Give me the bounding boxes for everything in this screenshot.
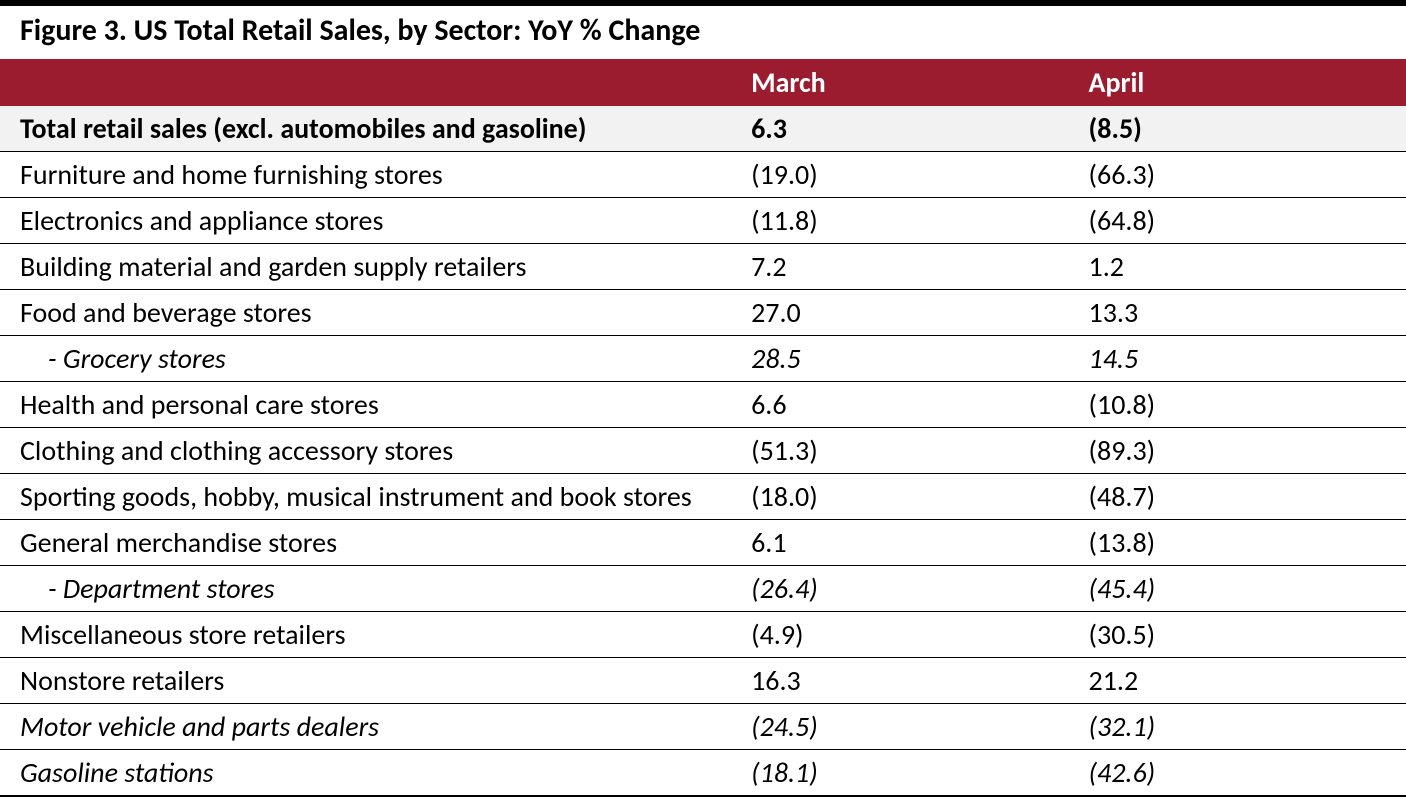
- value-march: 6.3: [731, 106, 1068, 152]
- table-row: Clothing and clothing accessory stores(5…: [0, 428, 1406, 474]
- value-april: (66.3): [1069, 152, 1406, 198]
- table-row: Electronics and appliance stores(11.8)(6…: [0, 198, 1406, 244]
- sector-label: Gasoline stations: [0, 750, 731, 797]
- table-row: - Grocery stores28.514.5: [0, 336, 1406, 382]
- sector-label: Health and personal care stores: [0, 382, 731, 428]
- sector-label: Sporting goods, hobby, musical instrumen…: [0, 474, 731, 520]
- value-april: 14.5: [1069, 336, 1406, 382]
- sector-label: Total retail sales (excl. automobiles an…: [0, 106, 731, 152]
- value-march: (26.4): [731, 566, 1068, 612]
- value-march: 6.6: [731, 382, 1068, 428]
- sector-label: Food and beverage stores: [0, 290, 731, 336]
- value-april: 1.2: [1069, 244, 1406, 290]
- value-april: (89.3): [1069, 428, 1406, 474]
- table-row: - Department stores(26.4)(45.4): [0, 566, 1406, 612]
- value-march: 27.0: [731, 290, 1068, 336]
- table-row: Miscellaneous store retailers(4.9)(30.5): [0, 612, 1406, 658]
- header-blank: [0, 59, 731, 106]
- table-header-row: March April: [0, 59, 1406, 106]
- table-row: Furniture and home furnishing stores(19.…: [0, 152, 1406, 198]
- sector-label: Electronics and appliance stores: [0, 198, 731, 244]
- table-row: Gasoline stations(18.1)(42.6): [0, 750, 1406, 797]
- table-row: Food and beverage stores27.013.3: [0, 290, 1406, 336]
- value-march: (19.0): [731, 152, 1068, 198]
- value-april: (32.1): [1069, 704, 1406, 750]
- value-april: (45.4): [1069, 566, 1406, 612]
- sector-label: General merchandise stores: [0, 520, 731, 566]
- value-april: (10.8): [1069, 382, 1406, 428]
- value-april: (8.5): [1069, 106, 1406, 152]
- sector-label: Building material and garden supply reta…: [0, 244, 731, 290]
- sector-label: - Grocery stores: [0, 336, 731, 382]
- value-march: 28.5: [731, 336, 1068, 382]
- value-april: (13.8): [1069, 520, 1406, 566]
- value-march: (18.0): [731, 474, 1068, 520]
- table-row: General merchandise stores6.1(13.8): [0, 520, 1406, 566]
- sector-label: Nonstore retailers: [0, 658, 731, 704]
- value-march: (11.8): [731, 198, 1068, 244]
- sector-label: Furniture and home furnishing stores: [0, 152, 731, 198]
- retail-sales-figure: Figure 3. US Total Retail Sales, by Sect…: [0, 0, 1406, 797]
- table-row: Motor vehicle and parts dealers(24.5)(32…: [0, 704, 1406, 750]
- value-march: (51.3): [731, 428, 1068, 474]
- sector-label: Miscellaneous store retailers: [0, 612, 731, 658]
- value-march: (18.1): [731, 750, 1068, 797]
- table-row: Sporting goods, hobby, musical instrumen…: [0, 474, 1406, 520]
- value-april: (64.8): [1069, 198, 1406, 244]
- value-april: (48.7): [1069, 474, 1406, 520]
- sector-label: Clothing and clothing accessory stores: [0, 428, 731, 474]
- retail-sales-table: March April Total retail sales (excl. au…: [0, 59, 1406, 797]
- value-april: (42.6): [1069, 750, 1406, 797]
- value-april: 13.3: [1069, 290, 1406, 336]
- table-row: Building material and garden supply reta…: [0, 244, 1406, 290]
- value-march: (24.5): [731, 704, 1068, 750]
- figure-title: Figure 3. US Total Retail Sales, by Sect…: [0, 6, 1406, 59]
- sector-label: - Department stores: [0, 566, 731, 612]
- value-april: (30.5): [1069, 612, 1406, 658]
- value-march: 6.1: [731, 520, 1068, 566]
- value-march: 16.3: [731, 658, 1068, 704]
- header-march: March: [731, 59, 1068, 106]
- table-row: Total retail sales (excl. automobiles an…: [0, 106, 1406, 152]
- value-march: 7.2: [731, 244, 1068, 290]
- value-april: 21.2: [1069, 658, 1406, 704]
- header-april: April: [1069, 59, 1406, 106]
- table-row: Health and personal care stores6.6(10.8): [0, 382, 1406, 428]
- value-march: (4.9): [731, 612, 1068, 658]
- sector-label: Motor vehicle and parts dealers: [0, 704, 731, 750]
- table-row: Nonstore retailers16.321.2: [0, 658, 1406, 704]
